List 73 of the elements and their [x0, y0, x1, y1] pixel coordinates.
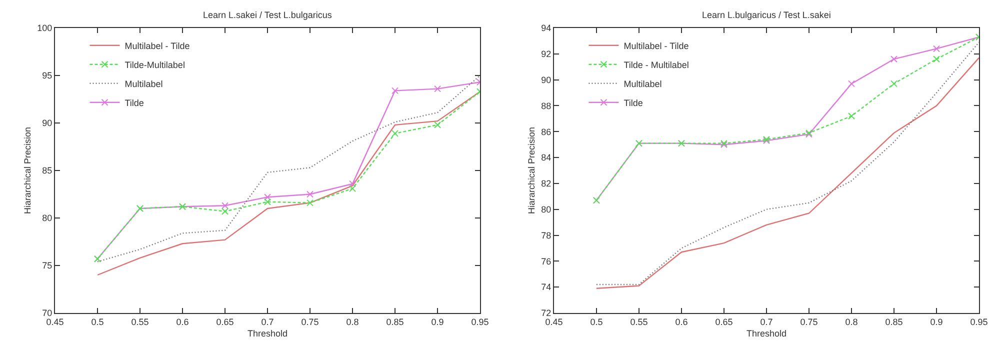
x-tick-label: 0.75: [301, 316, 319, 327]
x-tick-label: 0.85: [885, 316, 903, 327]
y-tick-label: 80: [541, 204, 552, 215]
y-axis-title: Hiararchical Precision: [22, 126, 33, 214]
x-axis-title: Threshold: [248, 328, 288, 339]
y-tick-label: 74: [541, 282, 552, 292]
y-tick-label: 100: [37, 23, 52, 34]
point: [306, 190, 314, 198]
point: [264, 198, 272, 206]
point: [434, 85, 442, 92]
legend-label: Tilde-Multilabel: [124, 60, 185, 70]
x-tick-label: 0.8: [346, 316, 359, 327]
point: [392, 87, 399, 94]
x-tick-label: 0.7: [760, 316, 773, 327]
point: [392, 130, 399, 137]
legend-label: Multilabel: [124, 78, 163, 89]
y-tick-label: 88: [541, 100, 552, 111]
x-tick-label: 0.9: [930, 316, 943, 327]
x-tick-label: 0.65: [216, 316, 234, 327]
point: [848, 112, 855, 120]
x-tick-label: 0.5: [590, 316, 603, 327]
y-tick-label: 70: [42, 308, 52, 318]
x-axis-title: Threshold: [746, 328, 786, 339]
y-tick-label: 75: [42, 260, 52, 271]
point: [306, 199, 314, 206]
point: [890, 80, 898, 88]
y-tick-label: 85: [42, 166, 52, 176]
x-tick-label: 0.95: [970, 316, 988, 327]
x-tick-label: 0.85: [386, 316, 404, 327]
x-tick-label: 0.6: [176, 316, 189, 327]
point: [349, 180, 356, 188]
legend-label: Tilde: [124, 98, 144, 108]
x-tick-label: 0.6: [675, 316, 688, 327]
legend-label: Multilabel: [624, 78, 662, 89]
x-tick-label: 0.5: [91, 316, 104, 327]
legend-label: Multilabel - Tilde: [624, 40, 689, 51]
legend-label: Tilde: [624, 98, 643, 108]
x-tick-label: 0.55: [131, 316, 149, 327]
x-tick-label: 0.7: [261, 316, 274, 327]
x-tick-label: 0.9: [431, 316, 444, 327]
y-tick-label: 94: [541, 23, 552, 34]
chart-title: Learn L.bulgaricus / Test L.sakei: [702, 10, 831, 20]
y-tick-label: 82: [541, 178, 552, 189]
point: [264, 194, 272, 201]
y-tick-label: 76: [541, 256, 552, 266]
y-tick-label: 95: [42, 70, 52, 81]
y-tick-label: 92: [541, 49, 552, 60]
x-tick-label: 0.75: [800, 316, 818, 327]
x-tick-label: 0.45: [46, 316, 64, 327]
y-tick-label: 86: [541, 126, 552, 137]
y-tick-label: 80: [42, 213, 52, 224]
legend-label: Tilde - Multilabel: [624, 60, 689, 70]
chart-title: Learn L.sakei / Test L.bulgaricus: [203, 10, 332, 20]
x-tick-label: 0.65: [715, 316, 733, 327]
y-tick-label: 72: [541, 308, 552, 318]
x-tick-label: 0.95: [471, 316, 489, 327]
y-axis-title: Hiararchical Precision: [526, 126, 536, 214]
legend-label: Multilabel - Tilde: [124, 40, 190, 51]
y-tick-label: 90: [42, 118, 52, 128]
x-tick-label: 0.45: [545, 316, 563, 327]
point: [222, 208, 229, 215]
point: [222, 202, 229, 210]
y-tick-label: 84: [541, 152, 552, 163]
point: [933, 45, 940, 52]
point: [349, 185, 356, 192]
point: [933, 56, 940, 63]
y-tick-label: 90: [541, 74, 552, 85]
point: [848, 80, 855, 88]
x-tick-label: 0.55: [630, 316, 648, 327]
x-tick-label: 0.8: [845, 316, 858, 327]
point: [434, 121, 442, 128]
y-tick-label: 78: [541, 230, 552, 240]
point: [890, 56, 898, 63]
